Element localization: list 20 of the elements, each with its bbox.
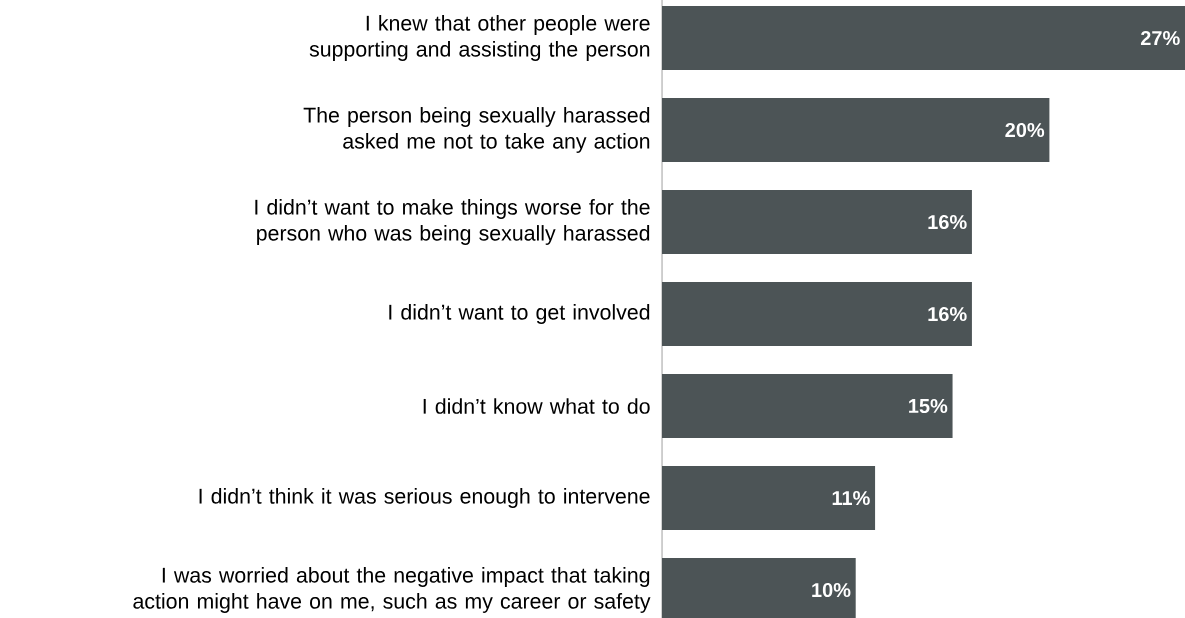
bar (662, 190, 972, 255)
y-tick-label: I didn’t think it was serious enough to intervene (199, 488, 650, 508)
data-label: 16% (928, 214, 967, 230)
y-tick-label: I didn’t know what to do (423, 398, 650, 414)
data-label: 10% (812, 582, 851, 598)
y-tick-label: I knew that other people were supporting and assisting the person (309, 15, 650, 61)
data-label: 27% (1140, 30, 1180, 46)
bar (662, 374, 953, 439)
y-tick-label: The person being sexually harassed asked me not to take any action (303, 107, 650, 153)
bar (662, 466, 876, 531)
bar (662, 98, 1050, 163)
data-label: 11% (832, 490, 870, 506)
y-tick-label: I was worried about the negative impact that taking action might have on me, such as my career or safety (133, 567, 651, 613)
data-label: 20% (1005, 122, 1045, 138)
y-tick-label: I didn’t want to get involved (389, 304, 650, 324)
data-label: 15% (909, 398, 948, 414)
bar (662, 6, 1185, 71)
bar (662, 282, 972, 347)
data-label: 16% (928, 306, 967, 322)
y-tick-label: I didn’t want to make things worse for the person who was being sexually harassed (255, 199, 650, 245)
